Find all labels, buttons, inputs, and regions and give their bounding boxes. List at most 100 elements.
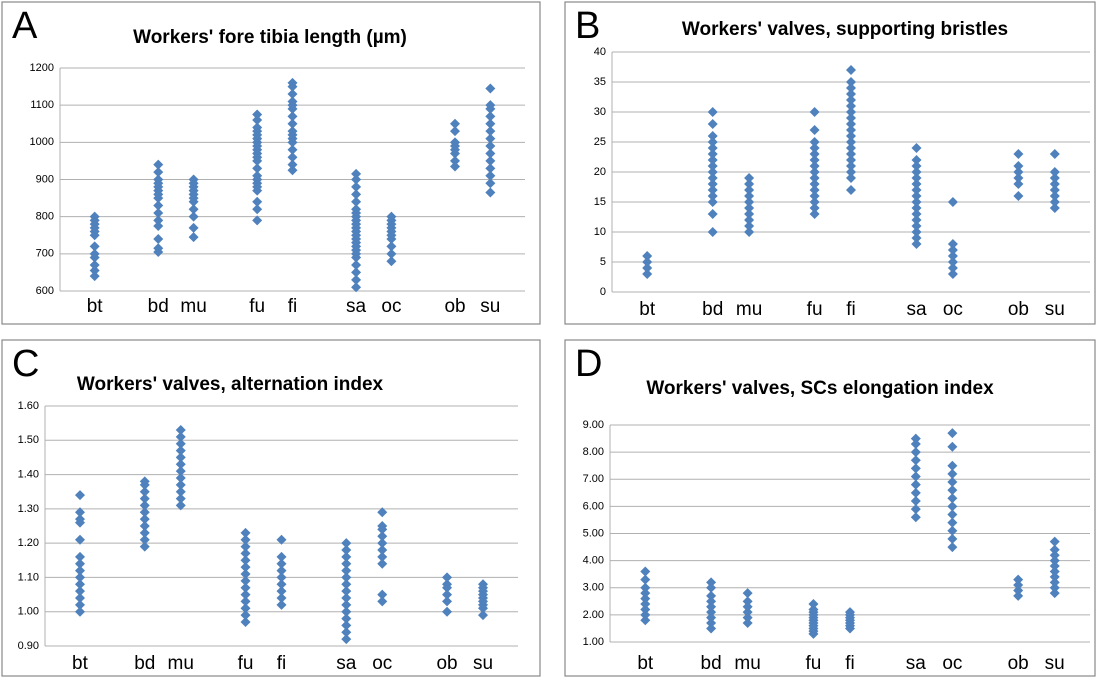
data-point: [846, 65, 856, 75]
data-point: [707, 107, 718, 117]
data-point: [153, 174, 164, 185]
data-point: [485, 111, 496, 122]
data-point: [640, 604, 651, 615]
x-tick-label: mu: [736, 299, 762, 320]
data-point: [139, 527, 150, 538]
data-point: [153, 207, 164, 218]
data-point: [1013, 167, 1024, 177]
data-point: [1013, 161, 1024, 171]
panel-frame: [1, 1, 541, 325]
x-tick-label: oc: [943, 299, 963, 320]
data-point: [287, 144, 298, 155]
data-point: [706, 577, 717, 588]
x-tick-label: fi: [845, 653, 855, 674]
data-point: [707, 167, 718, 177]
data-point: [707, 155, 718, 165]
data-point: [240, 610, 251, 621]
data-point: [744, 173, 755, 183]
data-point: [911, 167, 922, 177]
data-point: [276, 565, 287, 576]
data-point: [846, 95, 856, 105]
y-tick-label: 7.00: [583, 473, 604, 485]
x-tick-label: bd: [701, 653, 722, 674]
data-point: [139, 493, 150, 504]
x-tick-label: mu: [734, 653, 760, 674]
data-point: [744, 179, 755, 189]
data-point: [74, 565, 85, 576]
data-point: [252, 122, 263, 133]
data-point: [744, 185, 755, 195]
data-point: [240, 575, 251, 586]
data-point: [450, 137, 461, 148]
data-point: [947, 476, 958, 487]
data-point: [910, 495, 921, 506]
data-point: [707, 137, 718, 147]
data-point: [947, 197, 958, 207]
data-point: [450, 126, 461, 137]
data-point: [910, 479, 921, 490]
y-tick-label: 1.00: [18, 606, 39, 618]
x-tick-label: su: [1045, 653, 1065, 674]
data-point: [287, 152, 298, 163]
data-point: [240, 548, 251, 559]
data-point: [139, 521, 150, 531]
data-point: [1049, 149, 1060, 159]
data-point: [846, 185, 856, 195]
data-point: [377, 507, 388, 518]
data-point: [947, 269, 958, 279]
panel-label: C: [12, 343, 39, 385]
data-point: [442, 596, 453, 607]
data-point: [74, 599, 85, 610]
x-tick-label: bt: [639, 299, 656, 320]
data-point: [341, 565, 352, 576]
data-point: [89, 241, 100, 252]
data-point: [1013, 191, 1024, 201]
data-point: [240, 582, 251, 593]
data-point: [642, 263, 653, 273]
data-point: [386, 211, 397, 222]
data-point: [175, 425, 186, 435]
data-point: [139, 541, 150, 552]
data-point: [188, 222, 199, 233]
data-point: [442, 572, 453, 583]
data-point: [153, 200, 164, 211]
data-point: [478, 579, 489, 590]
data-point: [240, 534, 251, 545]
data-point: [377, 545, 388, 555]
data-point: [341, 627, 352, 638]
data-point: [74, 558, 85, 569]
y-tick-label: 6.00: [583, 500, 604, 512]
data-point: [341, 551, 352, 562]
data-point: [947, 517, 958, 528]
chart-title: Workers' valves, SCs elongation index: [646, 378, 994, 399]
data-point: [341, 634, 352, 645]
data-point: [744, 227, 755, 237]
data-point: [287, 159, 298, 170]
data-point: [485, 187, 496, 198]
data-point: [341, 586, 352, 597]
data-point: [947, 468, 958, 479]
data-point: [74, 606, 85, 617]
x-tick-label: su: [473, 653, 493, 674]
data-point: [640, 593, 651, 604]
data-point: [1013, 585, 1024, 596]
y-tick-label: 0.90: [18, 640, 39, 652]
data-point: [846, 167, 856, 177]
data-point: [139, 507, 150, 518]
x-tick-label: fu: [238, 653, 254, 674]
data-point: [911, 155, 922, 165]
y-tick-label: 900: [36, 173, 54, 185]
x-tick-label: oc: [372, 653, 392, 674]
x-tick-label: ob: [1008, 299, 1029, 320]
data-point: [287, 118, 298, 129]
data-point: [642, 257, 653, 267]
data-point: [707, 173, 718, 183]
data-point: [287, 111, 298, 122]
data-point: [947, 257, 958, 267]
data-point: [707, 185, 718, 195]
data-point: [707, 179, 718, 189]
data-point: [276, 579, 287, 590]
data-point: [175, 479, 186, 490]
data-point: [742, 607, 753, 618]
data-point: [175, 500, 186, 511]
